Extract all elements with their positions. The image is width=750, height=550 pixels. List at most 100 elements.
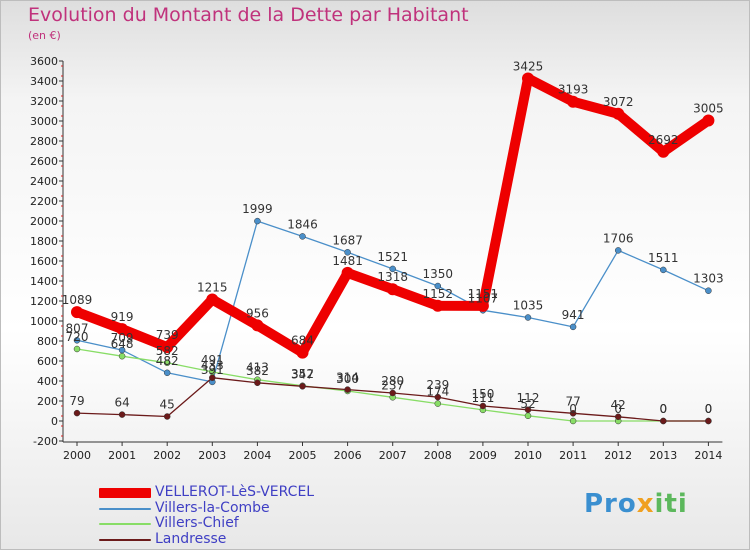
y-tick-label: 0 <box>51 415 58 428</box>
data-label: 300 <box>336 372 359 386</box>
data-label: 3005 <box>693 102 724 116</box>
data-label: 1706 <box>603 231 634 245</box>
data-point <box>251 319 264 332</box>
data-point <box>344 386 351 393</box>
data-label: 45 <box>160 398 175 412</box>
data-label: 42 <box>611 398 626 412</box>
data-label: 2692 <box>648 133 679 147</box>
data-label: 79 <box>69 394 84 408</box>
data-label: 347 <box>291 367 314 381</box>
data-point <box>296 346 309 359</box>
y-tick-label: 1800 <box>30 235 58 248</box>
legend-swatch <box>99 488 151 498</box>
data-label: 1089 <box>62 293 93 307</box>
legend-swatch <box>99 507 151 510</box>
data-label: 807 <box>66 321 89 335</box>
data-point <box>71 306 83 319</box>
data-label: 3193 <box>558 83 589 97</box>
x-tick-label: 2013 <box>649 449 677 462</box>
data-point <box>209 374 216 381</box>
y-tick-label: 3400 <box>30 75 58 88</box>
data-label: 0 <box>614 402 622 416</box>
legend-swatch <box>99 523 151 525</box>
data-label: 174 <box>426 385 449 399</box>
data-label: 1035 <box>513 299 544 313</box>
data-point <box>118 352 126 360</box>
y-tick-label: -200 <box>33 435 58 448</box>
y-tick-label: 800 <box>37 335 58 348</box>
data-label: 956 <box>246 306 269 320</box>
y-tick-label: 3000 <box>30 115 58 128</box>
data-label: 382 <box>246 364 269 378</box>
data-point <box>660 266 667 274</box>
data-label: 1846 <box>287 217 318 231</box>
data-point <box>73 337 81 344</box>
data-point <box>254 217 261 225</box>
data-label: 1107 <box>468 291 499 305</box>
y-tick-label: 2600 <box>30 155 58 168</box>
y-tick-label: 1000 <box>30 315 58 328</box>
legend-label: Villers-Chief <box>155 515 239 531</box>
data-label: 237 <box>381 378 404 392</box>
data-label: 0 <box>705 402 713 416</box>
data-label: 52 <box>520 397 535 411</box>
data-label: 582 <box>156 344 179 358</box>
data-point <box>524 406 532 414</box>
data-label: 3072 <box>603 95 634 109</box>
x-tick-label: 2005 <box>289 449 317 462</box>
data-point <box>434 282 442 290</box>
legend-label: VELLEROT-LèS-VERCEL <box>155 484 315 500</box>
data-label: 111 <box>471 391 494 405</box>
data-point <box>660 417 667 425</box>
data-label: 112 <box>517 391 540 405</box>
data-label: 0 <box>569 402 577 416</box>
data-point <box>161 341 174 354</box>
data-label: 1215 <box>197 281 228 295</box>
y-tick-label: 3200 <box>30 95 58 108</box>
data-label: 239 <box>426 378 449 392</box>
data-label: 1318 <box>377 270 408 284</box>
data-label: 1481 <box>332 254 363 268</box>
x-tick-label: 2007 <box>379 449 407 462</box>
data-point <box>254 379 261 387</box>
data-point <box>614 413 622 421</box>
proxiti-logo: Proxiti <box>584 489 688 519</box>
data-label: 0 <box>705 402 713 416</box>
data-label: 150 <box>471 387 494 401</box>
data-point <box>569 410 577 417</box>
data-label: 919 <box>111 310 134 324</box>
x-tick-label: 2009 <box>469 449 497 462</box>
y-tick-label: 3600 <box>30 55 58 68</box>
y-tick-label: 1200 <box>30 295 58 308</box>
data-point <box>612 107 625 120</box>
x-tick-label: 2008 <box>424 449 452 462</box>
data-point <box>657 145 670 158</box>
data-point <box>702 114 715 127</box>
y-tick-label: 1400 <box>30 275 58 288</box>
data-point <box>163 413 171 420</box>
x-tick-label: 2011 <box>559 449 587 462</box>
x-tick-label: 2006 <box>334 449 362 462</box>
data-point <box>569 417 577 425</box>
data-label: 648 <box>111 337 134 351</box>
data-point <box>389 389 396 397</box>
data-point <box>479 402 487 410</box>
x-tick-label: 2010 <box>514 449 542 462</box>
y-tick-label: 2200 <box>30 195 58 208</box>
data-label: 1350 <box>423 267 454 281</box>
y-tick-label: 2800 <box>30 135 58 148</box>
data-point <box>431 299 444 312</box>
data-label: 739 <box>156 328 179 342</box>
data-point <box>434 400 442 407</box>
data-point <box>206 293 219 306</box>
data-point <box>73 409 81 417</box>
data-point <box>476 299 489 312</box>
data-label: 314 <box>336 371 359 385</box>
data-label: 64 <box>114 396 129 410</box>
data-point <box>299 233 306 240</box>
data-point <box>118 411 126 418</box>
legend-label: Landresse <box>155 530 227 547</box>
data-label: 1511 <box>648 251 679 265</box>
data-point <box>344 249 351 256</box>
